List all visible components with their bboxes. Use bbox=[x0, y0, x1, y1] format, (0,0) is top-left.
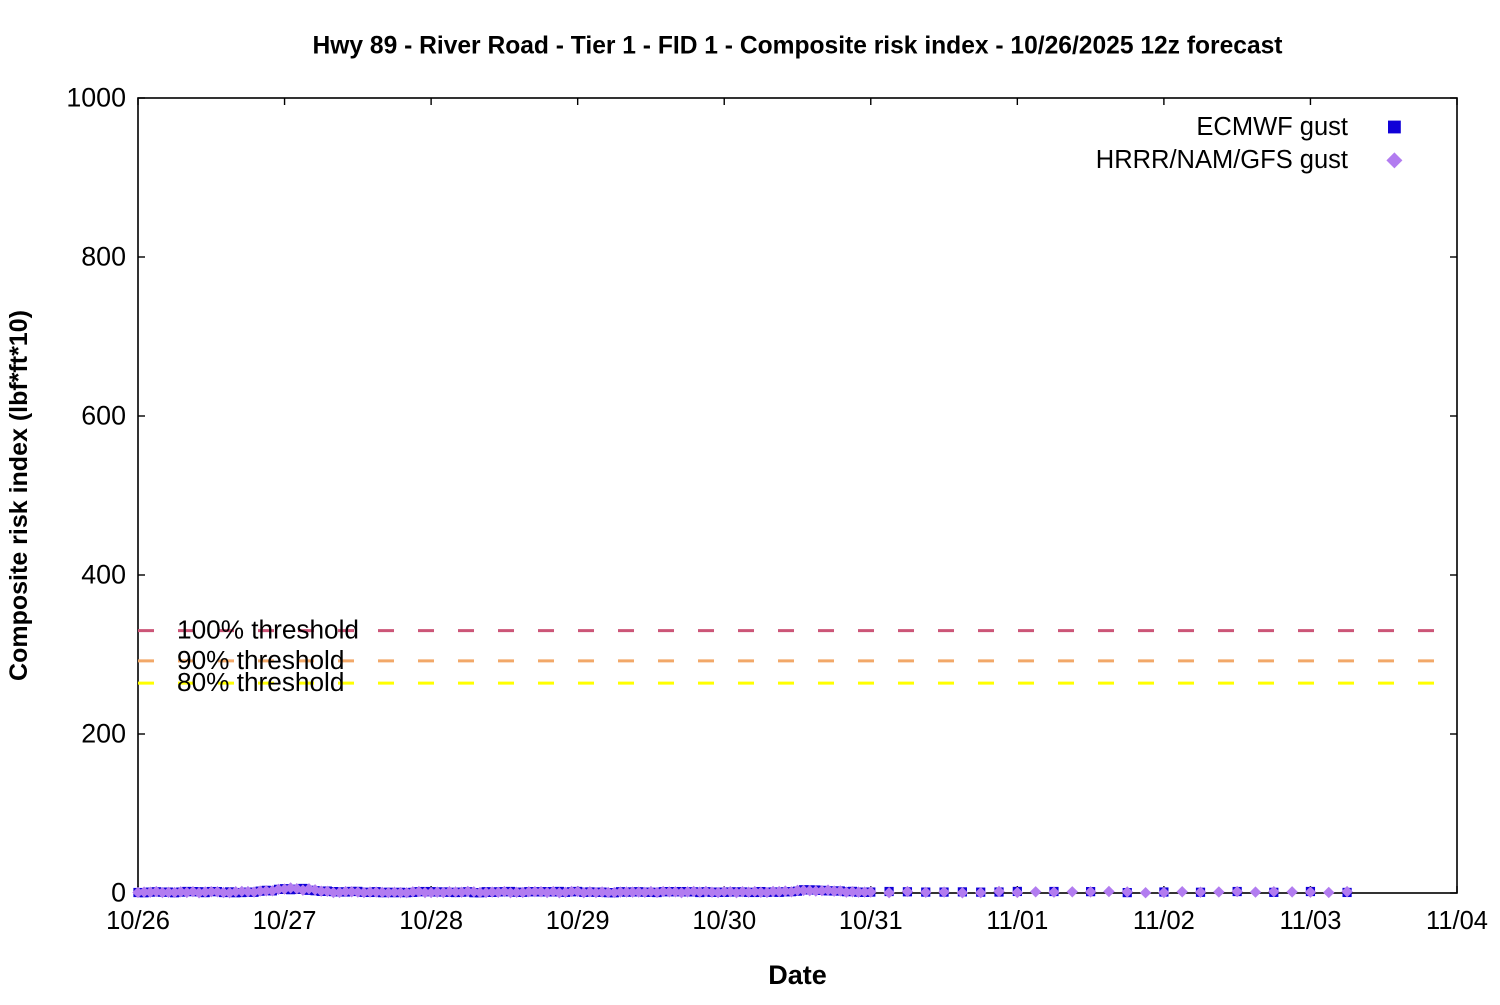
svg-text:11/04: 11/04 bbox=[1426, 907, 1488, 935]
svg-text:200: 200 bbox=[81, 719, 126, 749]
svg-text:600: 600 bbox=[81, 401, 126, 431]
svg-text:11/03: 11/03 bbox=[1279, 907, 1341, 935]
svg-text:10/31: 10/31 bbox=[839, 907, 903, 935]
svg-text:800: 800 bbox=[81, 242, 126, 272]
svg-text:Composite risk index (lbf*ft*1: Composite risk index (lbf*ft*10) bbox=[5, 310, 33, 681]
svg-text:10/26: 10/26 bbox=[106, 907, 170, 935]
svg-text:ECMWF gust: ECMWF gust bbox=[1196, 113, 1348, 141]
svg-text:1000: 1000 bbox=[66, 83, 126, 113]
svg-text:10/30: 10/30 bbox=[692, 907, 756, 935]
svg-text:100% threshold: 100% threshold bbox=[177, 615, 359, 645]
svg-text:Date: Date bbox=[768, 960, 827, 990]
svg-text:HRRR/NAM/GFS gust: HRRR/NAM/GFS gust bbox=[1096, 146, 1348, 174]
svg-text:Hwy 89 - River Road - Tier 1 -: Hwy 89 - River Road - Tier 1 - FID 1 - C… bbox=[313, 33, 1283, 60]
svg-text:400: 400 bbox=[81, 560, 126, 590]
svg-text:10/28: 10/28 bbox=[399, 907, 463, 935]
svg-text:80% threshold: 80% threshold bbox=[177, 667, 344, 697]
svg-text:11/02: 11/02 bbox=[1133, 907, 1195, 935]
svg-text:10/27: 10/27 bbox=[253, 907, 317, 935]
svg-text:11/01: 11/01 bbox=[986, 907, 1048, 935]
svg-text:0: 0 bbox=[111, 878, 126, 908]
svg-text:10/29: 10/29 bbox=[546, 907, 610, 935]
